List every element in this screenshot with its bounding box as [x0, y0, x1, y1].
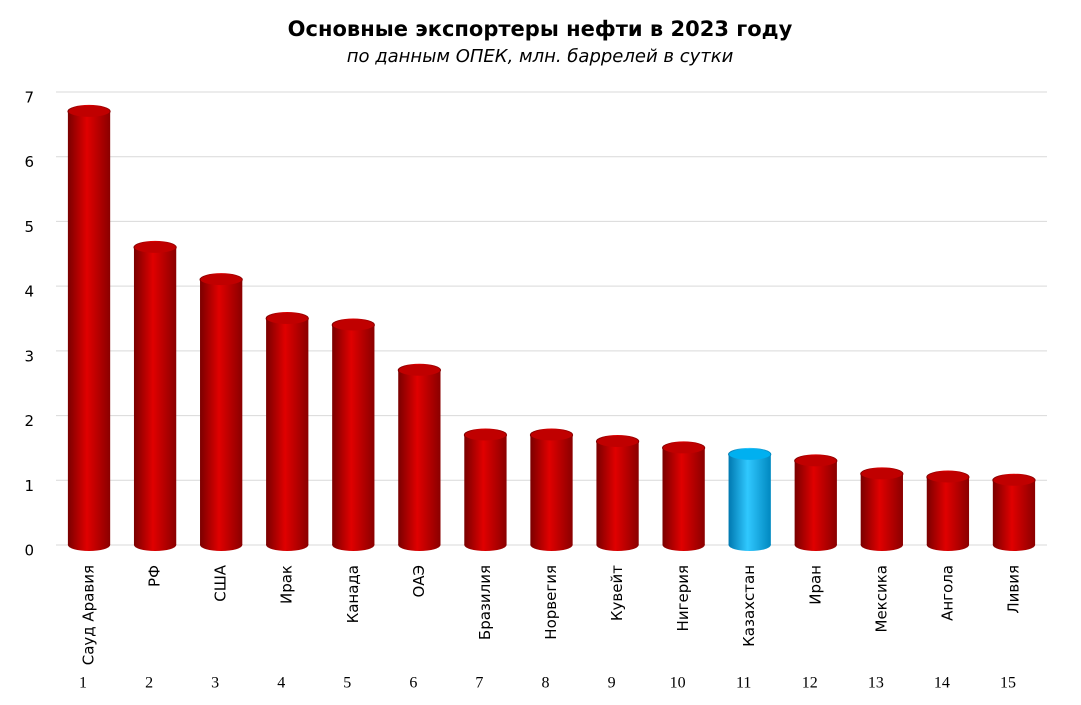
- rank-label: 12: [802, 675, 818, 692]
- bar-top: [595, 434, 640, 448]
- y-tick-label: 3: [24, 347, 34, 365]
- bar-top: [860, 467, 904, 481]
- bar: [992, 480, 1036, 545]
- bar-top: [529, 428, 574, 442]
- bar-top: [331, 318, 375, 332]
- rank-label: 14: [934, 675, 950, 692]
- rank-label: 4: [277, 675, 285, 692]
- x-tick-label: Мексика: [872, 565, 890, 632]
- y-tick-label: 0: [24, 542, 34, 560]
- chart-title: Основные экспортеры нефти в 2023 году: [288, 17, 793, 41]
- bar: [200, 279, 243, 545]
- x-tick-label: Казахстан: [740, 565, 758, 647]
- rank-label: 13: [868, 675, 884, 692]
- bar: [67, 111, 111, 546]
- bar: [596, 441, 639, 545]
- bar-top: [463, 428, 508, 442]
- rank-label: 5: [343, 675, 351, 692]
- x-tick-label: РФ: [146, 565, 164, 587]
- bar: [926, 477, 970, 545]
- x-tick-label: Ирак: [278, 565, 296, 604]
- x-tick-label: Норвегия: [542, 565, 560, 640]
- bar: [530, 434, 573, 545]
- x-tick-label: Сауд Аравия: [80, 565, 98, 665]
- x-tick-label: Нигерия: [674, 565, 692, 631]
- y-tick-label: 5: [24, 218, 34, 236]
- x-tick-label: Канада: [344, 565, 362, 623]
- bar: [794, 460, 837, 545]
- bar-top: [926, 470, 970, 484]
- bar-top: [67, 104, 111, 118]
- rank-label: 6: [409, 675, 417, 692]
- bar-top: [199, 273, 243, 287]
- y-tick-label: 4: [24, 283, 34, 301]
- x-tick-label: ОАЭ: [410, 565, 428, 598]
- bar: [332, 324, 375, 545]
- bar: [133, 247, 177, 546]
- rank-label: 7: [475, 675, 483, 692]
- bar-top: [397, 363, 442, 377]
- x-tick-label: США: [212, 564, 230, 602]
- rank-label: 10: [670, 675, 686, 692]
- x-tick-label: Ливия: [1004, 565, 1022, 614]
- bar: [728, 454, 771, 545]
- rank-label: 8: [542, 675, 550, 692]
- bar: [266, 318, 309, 545]
- bar-top: [133, 240, 177, 254]
- rank-label: 2: [145, 675, 153, 692]
- bar-top: [728, 447, 772, 461]
- bar-top: [794, 454, 838, 468]
- x-tick-label: Иран: [806, 565, 824, 605]
- y-tick-label: 7: [24, 89, 34, 107]
- bar: [464, 434, 507, 545]
- y-tick-label: 1: [24, 477, 34, 495]
- rank-label: 1: [79, 675, 87, 692]
- x-tick-label: Бразилия: [476, 565, 494, 640]
- y-tick-label: 6: [24, 153, 34, 171]
- rank-label: 9: [608, 675, 616, 692]
- chart-subtitle: по данным ОПЕК, млн. баррелей в сутки: [347, 46, 734, 67]
- bar: [398, 370, 441, 545]
- bar-top: [265, 312, 309, 325]
- rank-label: 15: [1000, 675, 1016, 692]
- bar-top: [661, 441, 706, 455]
- rank-label: 11: [736, 675, 751, 692]
- bar: [860, 473, 903, 545]
- x-tick-label: Кувейт: [608, 565, 626, 621]
- bar: [662, 447, 705, 545]
- bar-top: [992, 473, 1036, 487]
- x-tick-label: Ангола: [938, 565, 956, 621]
- rank-label: 3: [211, 675, 219, 692]
- y-tick-label: 2: [24, 412, 34, 430]
